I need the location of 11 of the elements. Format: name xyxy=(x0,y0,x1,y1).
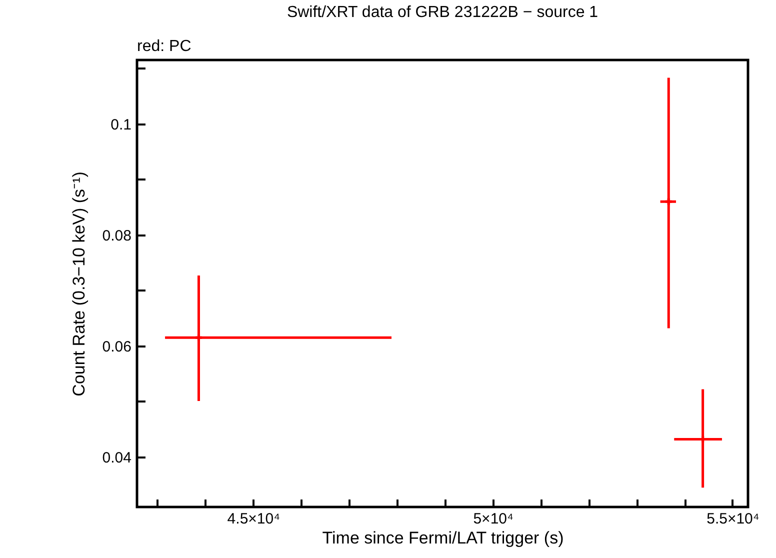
y-axis-title: Count Rate (0.3−10 keV) (s⁻¹) xyxy=(69,172,88,396)
y-tick-label: 0.1 xyxy=(110,116,132,134)
y-tick-label: 0.08 xyxy=(102,227,132,244)
y-tick-label: 0.04 xyxy=(102,450,132,467)
y-tick-label: 0.06 xyxy=(102,338,132,356)
x-tick-label: 5×10⁴ xyxy=(473,510,514,528)
text: red: PC xyxy=(137,38,192,55)
x-tick-label: 5.5×10⁴ xyxy=(706,510,760,528)
chart-title: Swift/XRT data of GRB 231222B − source 1 xyxy=(286,4,598,21)
x-axis-title: Time since Fermi/LAT trigger (s) xyxy=(322,528,564,548)
x-tick-label: 4.5×10⁴ xyxy=(227,510,280,528)
